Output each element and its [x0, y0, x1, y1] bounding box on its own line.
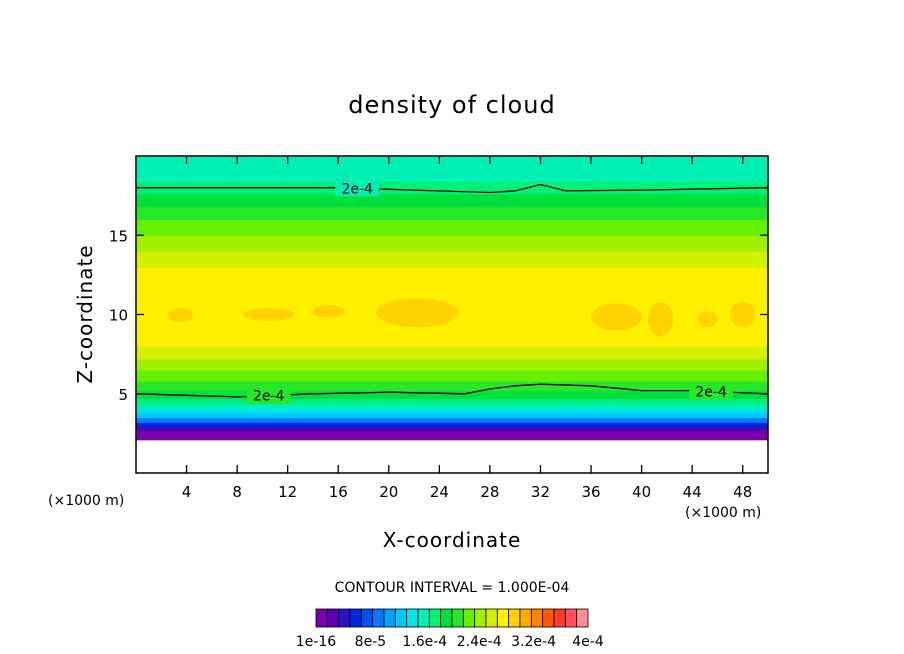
colorbar-swatch: [338, 608, 351, 628]
contour-fill-area: [136, 156, 768, 441]
contour-label: 2e-4: [253, 389, 285, 405]
colorbar-swatch: [485, 608, 498, 628]
colorbar-swatch: [383, 608, 396, 628]
contour-band: [136, 346, 768, 360]
contour-band: [136, 381, 768, 392]
x-tick-label: 28: [480, 483, 499, 501]
contour-band: [136, 266, 768, 284]
contour-band: [136, 219, 768, 236]
contour-band: [136, 403, 768, 409]
colorbar-tick-label: 8e-5: [355, 634, 386, 650]
colorbar-swatch: [440, 608, 453, 628]
contour-band: [136, 431, 768, 441]
contour-line: [136, 183, 768, 194]
y-tick-label: 10: [109, 307, 128, 325]
contour-band: [136, 251, 768, 268]
colorbar-swatch: [508, 608, 521, 628]
colorbar-swatch: [372, 608, 385, 628]
colorbar-swatch: [542, 608, 555, 628]
colorbar-tick-label: 1.6e-4: [402, 634, 447, 650]
colorbar-swatch: [564, 608, 578, 628]
colorbar-swatch: [394, 608, 408, 628]
contour-label-bg: [335, 179, 380, 197]
colorbar-swatch: [360, 608, 374, 628]
contour-band: [136, 235, 768, 252]
contour-patch: [698, 311, 718, 328]
colorbar-swatch: [406, 608, 419, 628]
x-tick-label: 36: [581, 483, 600, 501]
contour-patch: [591, 303, 642, 331]
contour-band: [136, 412, 768, 419]
contour-band: [136, 417, 768, 423]
y-tick-label: 5: [118, 386, 128, 404]
contour-band: [136, 156, 768, 182]
colorbar-tick-label: 2.4e-4: [457, 634, 502, 650]
colorbar-swatch: [519, 608, 532, 628]
contour-band: [136, 422, 768, 428]
contour-band: [136, 427, 768, 433]
x-tick-label: 16: [329, 483, 348, 501]
contour-patch: [167, 308, 193, 323]
x-axis-unit: (×1000 m): [685, 505, 761, 521]
colorbar-swatch: [326, 608, 340, 628]
x-tick-label: 40: [632, 483, 651, 501]
colorbar-swatch: [417, 608, 430, 628]
x-tick-label: 4: [182, 483, 192, 501]
colorbar-tick-label: 3.2e-4: [511, 634, 556, 650]
x-axis: 4 8 12 16 20 24 28 32 36 40 44 48: [182, 156, 752, 501]
contour-patch: [312, 304, 345, 318]
contour-band: [136, 358, 768, 371]
y-axis-label: Z-coordinate: [73, 244, 97, 383]
contour-band: [136, 206, 768, 220]
contour-patch: [243, 308, 294, 321]
contour-label: 2e-4: [695, 384, 727, 400]
x-tick-label: 20: [379, 483, 398, 501]
colorbar-swatch: [349, 608, 362, 628]
x-tick-label: 48: [733, 483, 752, 501]
x-tick-label: 24: [430, 483, 449, 501]
contour-line: [136, 383, 768, 398]
colorbar-tick-label: 1e-16: [296, 634, 336, 650]
contour-band: [136, 408, 768, 414]
contour-patch: [730, 301, 756, 328]
contour-band: [136, 390, 768, 400]
x-tick-label: 12: [278, 483, 297, 501]
colorbar-swatch: [553, 608, 566, 628]
y-axis-unit: (×1000 m): [48, 493, 124, 509]
colorbar-swatch: [496, 608, 510, 628]
y-tick-label: 15: [109, 227, 128, 245]
x-axis-label: X-coordinate: [383, 528, 522, 552]
contour-band: [136, 194, 768, 208]
colorbar-tick-label: 4e-4: [572, 634, 604, 650]
contour-label: 2e-4: [341, 181, 373, 197]
colorbar-swatch: [474, 608, 487, 628]
contour-label-bg: [689, 382, 734, 400]
contour-band: [136, 181, 768, 195]
x-tick-label: 44: [683, 483, 702, 501]
contour-band: [136, 398, 768, 404]
contour-label-bg: [246, 386, 291, 404]
colorbar-swatch: [315, 608, 328, 628]
chart-title: density of cloud: [348, 91, 555, 119]
colorbar-swatch: [530, 608, 544, 628]
colorbar-swatch: [428, 608, 442, 628]
y-axis: 5 10 15: [109, 227, 768, 404]
colorbar-swatch: [462, 608, 476, 628]
x-tick-label: 8: [232, 483, 242, 501]
contour-lines: 2e-4 2e-4 2e-4: [136, 179, 768, 405]
colorbar-swatch: [576, 608, 589, 628]
contour-patch: [647, 301, 674, 337]
colorbar-swatch: [451, 608, 464, 628]
contour-interval-text: CONTOUR INTERVAL = 1.000E-04: [335, 580, 570, 596]
x-tick-label: 32: [531, 483, 550, 501]
colorbar: 1e-16 8e-5 1.6e-4 2.4e-4 3.2e-4 4e-4: [296, 608, 604, 650]
contour-band: [136, 369, 768, 382]
contour-patch: [376, 298, 459, 328]
